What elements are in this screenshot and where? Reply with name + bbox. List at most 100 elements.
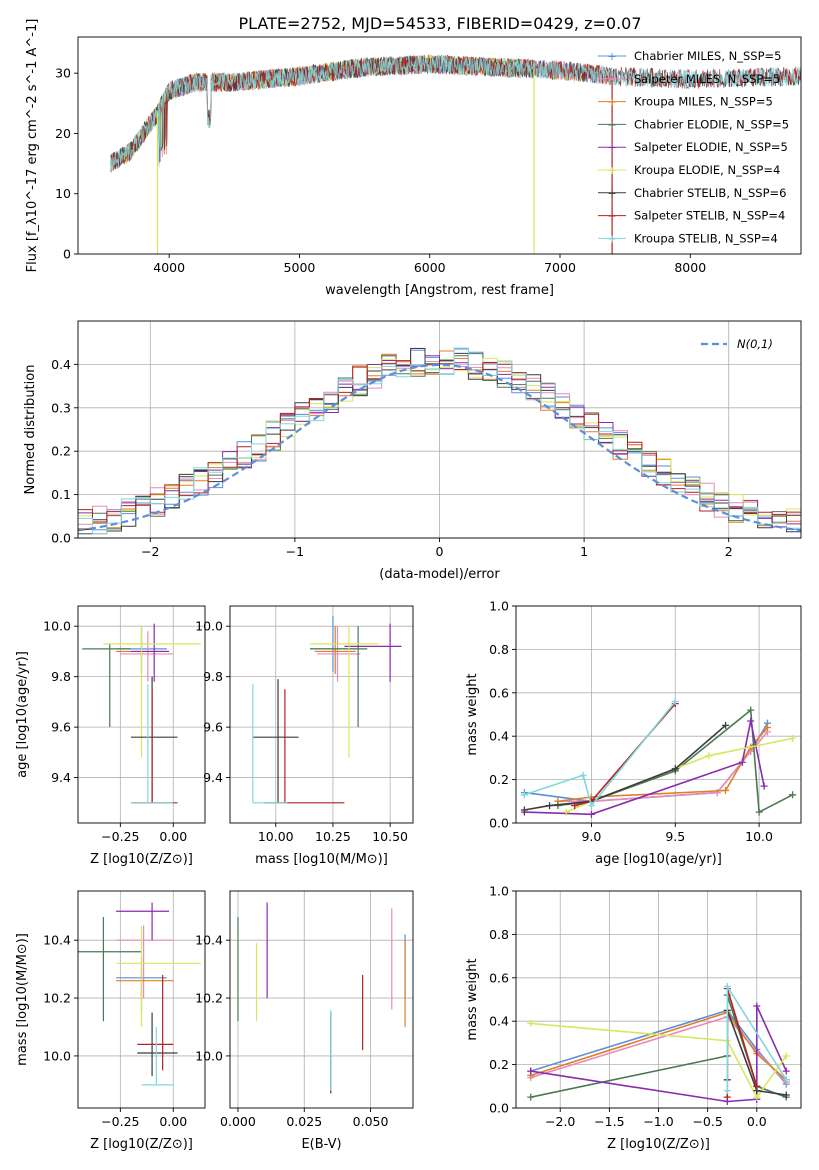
x-tick-label: −0.5 bbox=[692, 1114, 722, 1129]
weight-point bbox=[753, 1093, 761, 1101]
legend-entry: Kroupa ELODIE, N_SSP=4 bbox=[634, 163, 780, 177]
weight-point bbox=[789, 791, 797, 799]
y-axis-label: Flux [f_λ10^-17 erg cm^-2 s^-1 A^-1] bbox=[25, 19, 40, 273]
weight-point bbox=[753, 1002, 761, 1010]
x-axis-label: Z [log10(Z/Z⊙)] bbox=[607, 1137, 710, 1152]
y-tick-label: 0.2 bbox=[489, 1057, 509, 1072]
axes-frame bbox=[515, 605, 802, 824]
weight-point bbox=[738, 758, 746, 766]
y-tick-label: 9.4 bbox=[203, 770, 223, 785]
x-tick-label: 10.25 bbox=[315, 829, 351, 844]
y-axis-label: mass weight bbox=[465, 958, 480, 1040]
x-axis-label: Z [log10(Z/Z⊙)] bbox=[90, 1137, 193, 1152]
x-tick-label: 1 bbox=[580, 544, 588, 559]
y-tick-label: 0 bbox=[63, 247, 71, 262]
weight-point bbox=[722, 786, 730, 794]
x-tick-label: 2 bbox=[725, 544, 733, 559]
panel-age-vs-mass: 10.00 10.25 10.50 9.4 9.6 9.8 10.0 mass [log10(… bbox=[195, 605, 414, 867]
weight-point bbox=[562, 808, 570, 816]
legend-entry: N(0,1) bbox=[737, 337, 773, 351]
legend-marker: + bbox=[607, 141, 616, 154]
y-tick-label: 10.2 bbox=[195, 991, 223, 1006]
x-tick-label: −0.25 bbox=[101, 1114, 139, 1129]
weight-point bbox=[723, 1093, 731, 1101]
x-tick-label: 10.50 bbox=[372, 829, 408, 844]
axes-frame bbox=[229, 890, 414, 1109]
y-tick-label: 0.0 bbox=[489, 816, 509, 831]
x-axis-label: wavelength [Angstrom, rest frame] bbox=[325, 283, 554, 298]
legend-marker: + bbox=[607, 73, 616, 86]
y-tick-label: 0.2 bbox=[51, 444, 71, 459]
histogram-chabrier-stelib bbox=[78, 348, 801, 533]
weight-point bbox=[723, 1087, 731, 1095]
weight-line-kroupa-stelib bbox=[524, 700, 676, 808]
x-axis-label: age [log10(age/yr)] bbox=[595, 852, 722, 867]
weight-point bbox=[722, 721, 730, 729]
legend-entry: Chabrier ELODIE, N_SSP=5 bbox=[634, 117, 789, 131]
legend-entry: Kroupa STELIB, N_SSP=4 bbox=[634, 231, 778, 245]
weight-point bbox=[527, 1067, 535, 1075]
x-tick-label: 4000 bbox=[153, 260, 185, 275]
x-axis-label: E(B-V) bbox=[301, 1137, 341, 1152]
weight-point bbox=[782, 1076, 790, 1084]
weight-point bbox=[755, 808, 763, 816]
axes-frame bbox=[229, 605, 414, 824]
x-tick-label: −2.0 bbox=[545, 1114, 575, 1129]
plot-area bbox=[82, 623, 201, 804]
x-tick-label: 9.0 bbox=[581, 829, 601, 844]
weight-point bbox=[723, 982, 731, 990]
y-tick-label: 0.8 bbox=[489, 927, 509, 942]
x-tick-label: 7000 bbox=[544, 260, 576, 275]
x-axis-label: (data-model)/error bbox=[379, 567, 500, 582]
y-tick-label: 30 bbox=[55, 66, 71, 81]
legend-entry: Chabrier STELIB, N_SSP=6 bbox=[634, 186, 786, 200]
y-tick-label: 0.6 bbox=[489, 685, 509, 700]
x-tick-label: 10.00 bbox=[258, 829, 294, 844]
x-tick-label: 6000 bbox=[414, 260, 446, 275]
y-tick-label: 0.8 bbox=[489, 642, 509, 657]
legend-marker: + bbox=[607, 210, 616, 223]
y-axis-label: mass [log10(M/M⊙)] bbox=[15, 933, 30, 1066]
y-tick-label: 9.8 bbox=[203, 669, 223, 684]
x-tick-label: −2 bbox=[141, 544, 159, 559]
panel-residuals: −2 −1 0 1 2 0.0 0.1 0.2 0.3 0.4 (data-model)/error… bbox=[23, 320, 802, 582]
weight-line-chabrier-miles bbox=[524, 722, 769, 803]
normal-curve bbox=[78, 363, 801, 532]
plot-area bbox=[520, 697, 797, 818]
weight-point bbox=[671, 765, 679, 773]
legend-marker: + bbox=[607, 96, 616, 109]
plot-area bbox=[78, 347, 801, 535]
weight-point bbox=[747, 717, 755, 725]
weight-line-salpeter-miles bbox=[557, 731, 769, 803]
legend-marker: + bbox=[607, 187, 616, 200]
y-tick-label: 1.0 bbox=[489, 599, 509, 614]
x-tick-label: 0 bbox=[436, 544, 444, 559]
weight-point bbox=[782, 1091, 790, 1099]
weight-point bbox=[760, 782, 768, 790]
y-tick-label: 9.6 bbox=[203, 720, 223, 735]
y-tick-label: 0.3 bbox=[51, 400, 71, 415]
weight-point bbox=[587, 802, 595, 810]
legend-marker: + bbox=[607, 50, 616, 63]
weight-point bbox=[747, 706, 755, 714]
histogram-salpeter-stelib bbox=[78, 360, 801, 524]
plot-area bbox=[237, 902, 406, 1094]
y-axis-label: age [log10(age/yr)] bbox=[15, 651, 30, 778]
spectrum-line-kroupa-stelib bbox=[110, 54, 801, 171]
panel-age-vs-Z: −0.25 0.00 9.4 9.6 9.8 10.0 Z [log10(Z/Z⊙)] age… bbox=[15, 605, 206, 867]
legend-entry: Kroupa MILES, N_SSP=5 bbox=[634, 95, 773, 109]
panel-spectrum: 4000 5000 6000 7000 8000 0 10 20 30 wavelength [A… bbox=[25, 19, 802, 298]
y-tick-label: 20 bbox=[55, 126, 71, 141]
axes-frame bbox=[77, 320, 802, 539]
panel-mass-vs-ebv: 0.000 0.025 0.050 10.0 10.2 10.4 E(B-V) bbox=[195, 890, 414, 1152]
weight-point bbox=[520, 806, 528, 814]
x-tick-label: 0.00 bbox=[159, 829, 187, 844]
y-tick-label: 9.6 bbox=[51, 720, 71, 735]
legend-marker: + bbox=[607, 164, 616, 177]
weight-point bbox=[789, 734, 797, 742]
weight-point bbox=[705, 752, 713, 760]
x-tick-label: 5000 bbox=[284, 260, 316, 275]
x-tick-label: −1 bbox=[286, 544, 304, 559]
weight-point bbox=[579, 771, 587, 779]
